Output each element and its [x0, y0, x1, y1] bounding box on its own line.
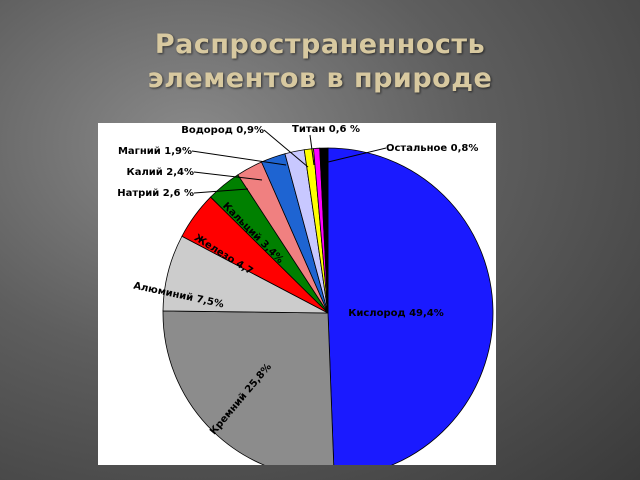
pie-slice [319, 147, 329, 314]
leader-line [193, 171, 263, 181]
slice-label: Кислород 49,4% [348, 308, 444, 319]
pie-slice [327, 147, 494, 465]
leader-line [263, 129, 309, 168]
slide-title-line1: Распространенность [154, 29, 486, 60]
slice-label: Водород 0,9% [181, 125, 264, 136]
slide-title-line2: элементов в природе [147, 63, 493, 94]
pie-chart: Кислород 49,4% Кремний 25,8% Алюминий 7,5%… [98, 123, 496, 465]
slice-label: Калий 2,4% [127, 167, 194, 178]
pie-chart-svg: Кислород 49,4%Кремний 25,8%Алюминий 7,5%… [117, 124, 494, 465]
slice-label: Магний 1,9% [118, 146, 192, 157]
slide-title: Распространенность элементов в природе [0, 28, 640, 96]
leader-line [191, 150, 287, 166]
leader-line [323, 147, 387, 164]
leader-line [193, 188, 249, 194]
slice-label: Титан 0,6 % [292, 124, 360, 135]
pie-slice [162, 310, 335, 465]
leader-line [309, 134, 315, 166]
slice-label: Остальное 0,8% [386, 143, 478, 154]
slice-label: Натрий 2,6 % [117, 188, 194, 199]
